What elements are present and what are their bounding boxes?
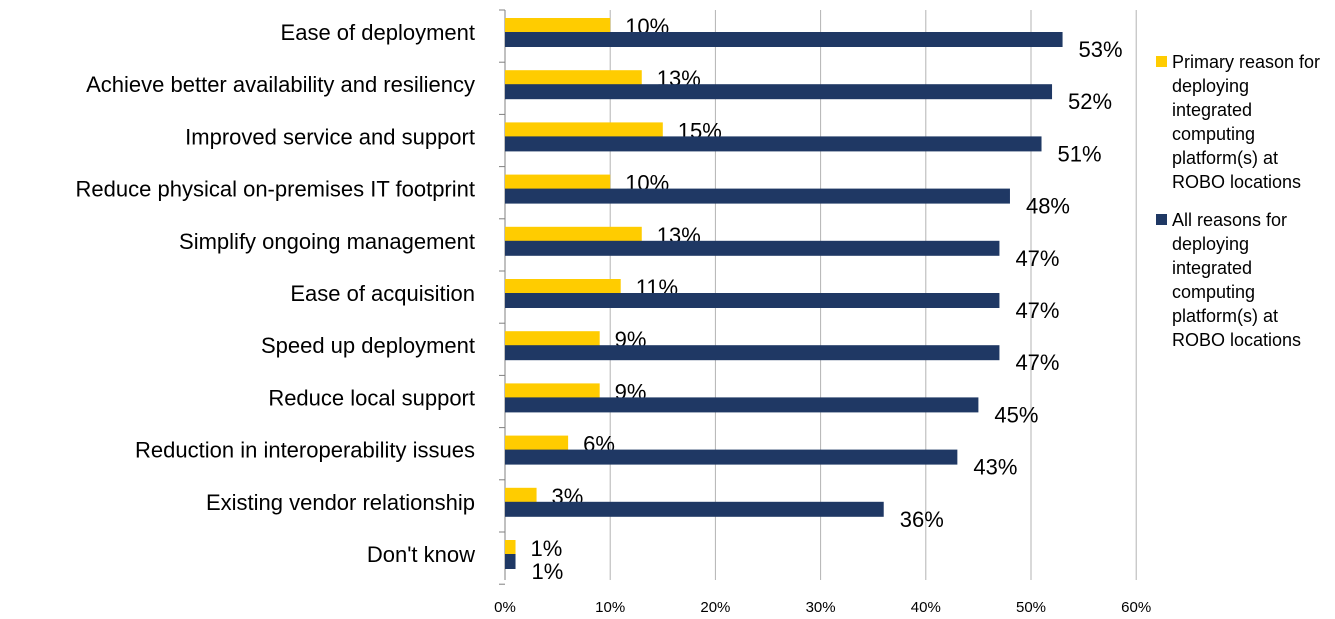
x-tick-label: 10% (595, 599, 625, 616)
legend-item-all: All reasons for deploying integrated com… (1156, 208, 1331, 352)
category-label: Simplify ongoing management (179, 229, 475, 254)
bar-primary (505, 174, 611, 190)
data-label-all: 1% (532, 559, 564, 584)
bar-all (505, 501, 884, 517)
bar-all (505, 554, 516, 569)
bar-all (505, 188, 1010, 204)
category-label: Don't know (367, 542, 475, 567)
bar-primary (505, 122, 663, 138)
data-label-all: 45% (994, 402, 1038, 427)
legend-item-primary: Primary reason for deploying integrated … (1156, 50, 1331, 194)
x-tick-label: 60% (1121, 599, 1151, 616)
category-label: Speed up deployment (261, 333, 475, 358)
data-label-all: 36% (900, 507, 944, 532)
data-label-all: 53% (1079, 37, 1123, 62)
legend-swatch-all (1156, 214, 1167, 225)
bar-primary (505, 383, 600, 399)
x-tick-label: 50% (1016, 599, 1046, 616)
category-label: Reduce physical on-premises IT footprint (76, 177, 475, 202)
legend-label-all: All reasons for deploying integrated com… (1172, 210, 1302, 350)
legend: Primary reason for deploying integrated … (1156, 50, 1331, 366)
data-label-all: 47% (1015, 350, 1059, 375)
bar-all (505, 449, 958, 465)
bar-all (505, 136, 1042, 152)
data-label-all: 48% (1026, 194, 1070, 219)
data-label-all: 47% (1015, 298, 1059, 323)
x-tick-label: 0% (494, 599, 516, 616)
data-label-all: 47% (1015, 246, 1059, 271)
bar-primary (505, 331, 600, 347)
bar-all (505, 293, 1000, 308)
bar-primary (505, 70, 642, 86)
x-tick-label: 40% (911, 599, 941, 616)
category-label: Ease of deployment (281, 20, 475, 45)
category-label: Reduce local support (268, 385, 475, 410)
bar-all (505, 32, 1063, 47)
legend-label-primary: Primary reason for deploying integrated … (1172, 52, 1321, 192)
bar-all (505, 84, 1053, 100)
bar-all (505, 240, 1000, 256)
bar-primary (505, 18, 611, 33)
data-label-all: 43% (973, 455, 1017, 480)
x-tick-label: 20% (700, 599, 730, 616)
category-label: Improved service and support (185, 124, 475, 149)
x-tick-label: 30% (806, 599, 836, 616)
bar-primary (505, 540, 516, 555)
category-label: Achieve better availability and resilien… (86, 72, 475, 97)
bar-primary (505, 279, 621, 294)
data-label-primary: 1% (531, 536, 563, 561)
data-label-all: 51% (1058, 141, 1102, 166)
category-label: Reduction in interoperability issues (135, 438, 475, 463)
bar-primary (505, 435, 569, 451)
category-label: Existing vendor relationship (206, 490, 475, 515)
data-label-all: 52% (1068, 89, 1112, 114)
bar-primary (505, 226, 642, 242)
bar-all (505, 397, 979, 413)
category-label: Ease of acquisition (290, 281, 475, 306)
bar-primary (505, 487, 537, 503)
legend-swatch-primary (1156, 56, 1167, 67)
bar-all (505, 345, 1000, 361)
